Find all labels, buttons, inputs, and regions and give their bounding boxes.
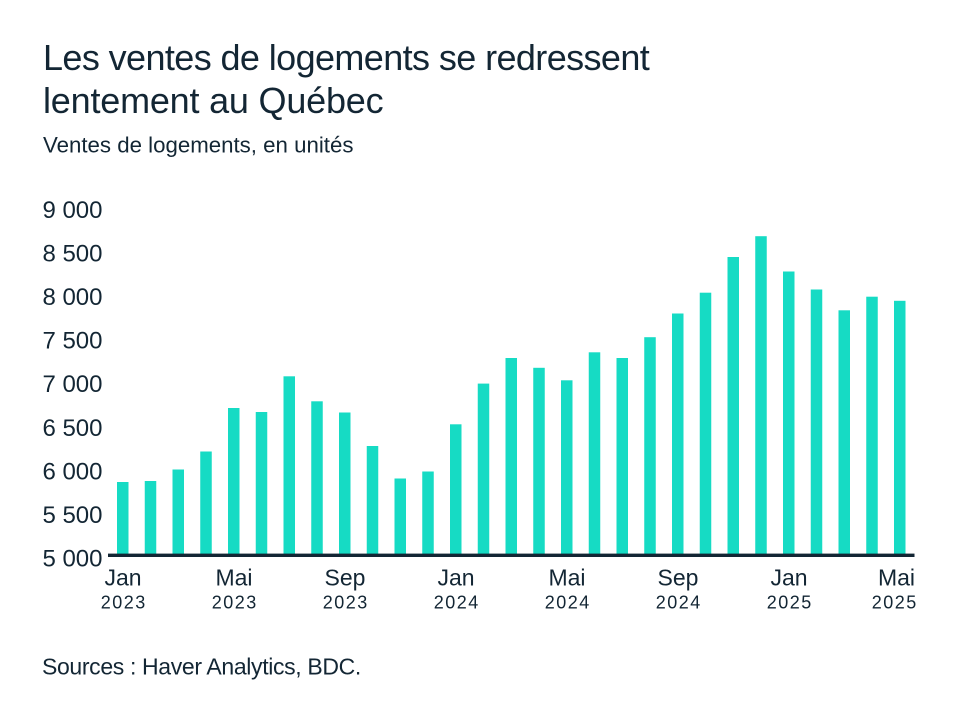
svg-text:2023: 2023 [101,592,147,612]
svg-text:2024: 2024 [656,592,702,612]
svg-text:9 000: 9 000 [42,197,102,224]
svg-text:2025: 2025 [872,592,918,612]
svg-text:8 000: 8 000 [42,284,102,311]
svg-text:2024: 2024 [434,592,480,612]
svg-text:Jan: Jan [104,564,141,590]
svg-text:Sep: Sep [325,564,366,590]
svg-text:Mai: Mai [215,564,252,590]
svg-text:2024: 2024 [545,592,591,612]
svg-text:Jan: Jan [770,564,807,590]
svg-text:Jan: Jan [437,564,474,590]
svg-text:Mai: Mai [548,564,585,590]
svg-text:2023: 2023 [323,592,369,612]
svg-text:6 000: 6 000 [42,458,102,485]
svg-text:6 500: 6 500 [42,415,102,442]
svg-text:Mai: Mai [878,564,915,590]
svg-text:5 500: 5 500 [42,502,102,529]
svg-text:7 500: 7 500 [42,328,102,355]
svg-text:Sources : Haver Analytics, BDC: Sources : Haver Analytics, BDC. [42,654,361,680]
svg-text:2023: 2023 [212,592,258,612]
svg-text:lentement au Québec: lentement au Québec [43,80,384,121]
svg-text:Sep: Sep [658,564,699,590]
svg-text:7 000: 7 000 [42,371,102,398]
svg-text:Les ventes de logements se red: Les ventes de logements se redressent [43,37,650,78]
svg-text:2025: 2025 [767,592,813,612]
svg-text:Ventes de logements, en unités: Ventes de logements, en unités [43,133,353,158]
svg-text:5 000: 5 000 [42,546,102,573]
svg-text:8 500: 8 500 [42,241,102,268]
